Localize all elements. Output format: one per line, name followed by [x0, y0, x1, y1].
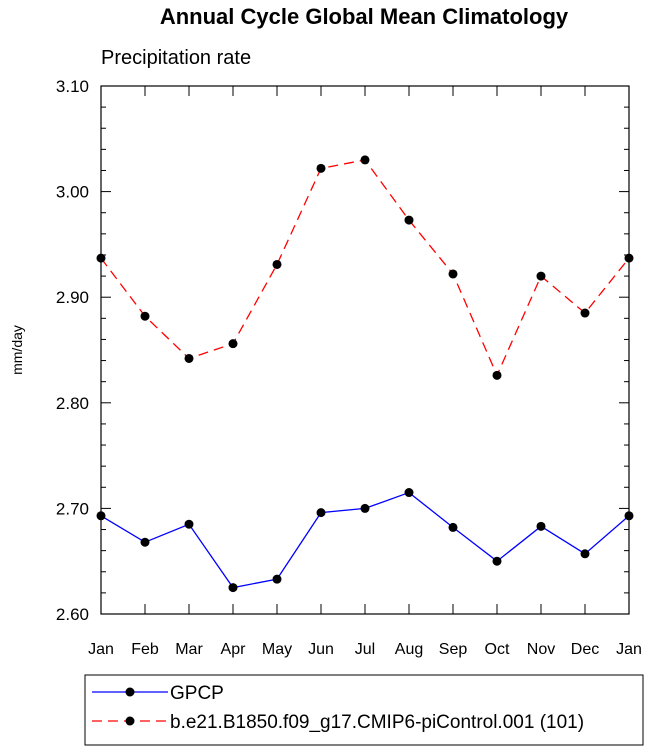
- x-tick-label: Feb: [131, 641, 159, 658]
- data-point: [316, 508, 326, 518]
- data-point: [580, 549, 590, 559]
- x-tick-label: Jan: [88, 641, 114, 658]
- data-point: [448, 522, 458, 532]
- data-point: [536, 271, 546, 281]
- y-axis-label: mm/day: [9, 325, 25, 375]
- legend-label: b.e21.B1850.f09_g17.CMIP6-piControl.001 …: [170, 712, 584, 733]
- data-point: [96, 511, 106, 521]
- legend-marker: [125, 716, 135, 726]
- x-tick-label: Nov: [527, 641, 555, 658]
- legend-box: [84, 674, 644, 746]
- x-tick-label: Sep: [439, 641, 468, 658]
- y-tick-label: 2.60: [56, 605, 89, 624]
- data-point: [404, 488, 414, 498]
- data-point: [404, 215, 414, 225]
- x-tick-label: Apr: [221, 641, 247, 658]
- y-tick-label: 3.00: [56, 183, 89, 202]
- x-tick-label: Dec: [571, 641, 599, 658]
- x-tick-label: Mar: [175, 641, 203, 658]
- x-tick-label: Jan: [616, 641, 642, 658]
- x-tick-label: Jun: [308, 641, 334, 658]
- data-point: [448, 269, 458, 279]
- data-point: [492, 556, 502, 566]
- data-point: [228, 583, 238, 593]
- data-point: [96, 253, 106, 263]
- x-tick-label: Aug: [395, 641, 423, 658]
- data-point: [228, 339, 238, 349]
- data-point: [536, 521, 546, 531]
- x-tick-label: Jul: [355, 641, 375, 658]
- data-point: [272, 259, 282, 269]
- x-tick-label: May: [262, 641, 292, 658]
- chart-title: Annual Cycle Global Mean Climatology: [160, 4, 569, 29]
- data-point: [580, 308, 590, 318]
- data-point: [272, 574, 282, 584]
- data-point: [360, 155, 370, 165]
- data-point: [140, 311, 150, 321]
- legend-label: GPCP: [170, 683, 224, 704]
- data-point: [140, 537, 150, 547]
- y-tick-label: 2.70: [56, 499, 89, 518]
- y-tick-label: 3.10: [56, 77, 89, 96]
- data-point: [492, 370, 502, 380]
- x-tick-label: Oct: [485, 641, 510, 658]
- data-point: [184, 519, 194, 529]
- y-tick-label: 2.90: [56, 288, 89, 307]
- y-tick-label: 2.80: [56, 394, 89, 413]
- data-point: [316, 163, 326, 173]
- chart-subtitle: Precipitation rate: [101, 47, 251, 69]
- series-line: [100, 159, 630, 377]
- legend-marker: [125, 687, 135, 697]
- data-point: [184, 353, 194, 363]
- data-point: [360, 503, 370, 513]
- data-point: [624, 511, 634, 521]
- data-point: [624, 253, 634, 263]
